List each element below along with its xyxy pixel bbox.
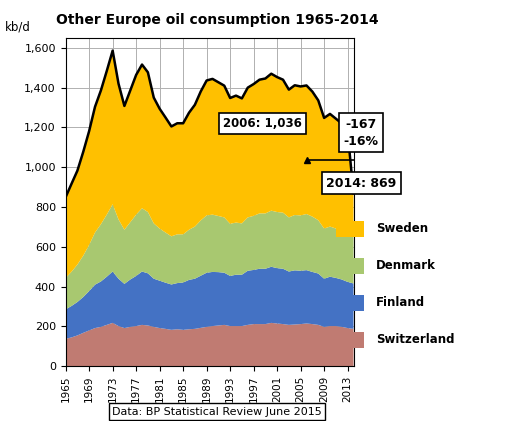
Text: Other Europe oil consumption 1965-2014: Other Europe oil consumption 1965-2014 (56, 13, 378, 27)
Text: -167
-16%: -167 -16% (343, 117, 379, 148)
Text: Denmark: Denmark (376, 259, 436, 272)
Text: 2006: 1,036: 2006: 1,036 (223, 117, 302, 130)
Text: Switzerland: Switzerland (376, 333, 455, 346)
Text: Finland: Finland (376, 296, 425, 309)
Text: Sweden: Sweden (376, 222, 428, 235)
Text: Data: BP Statistical Review June 2015: Data: BP Statistical Review June 2015 (112, 407, 322, 417)
Text: 2014: 869: 2014: 869 (326, 177, 396, 189)
Text: kb/d: kb/d (5, 21, 31, 34)
